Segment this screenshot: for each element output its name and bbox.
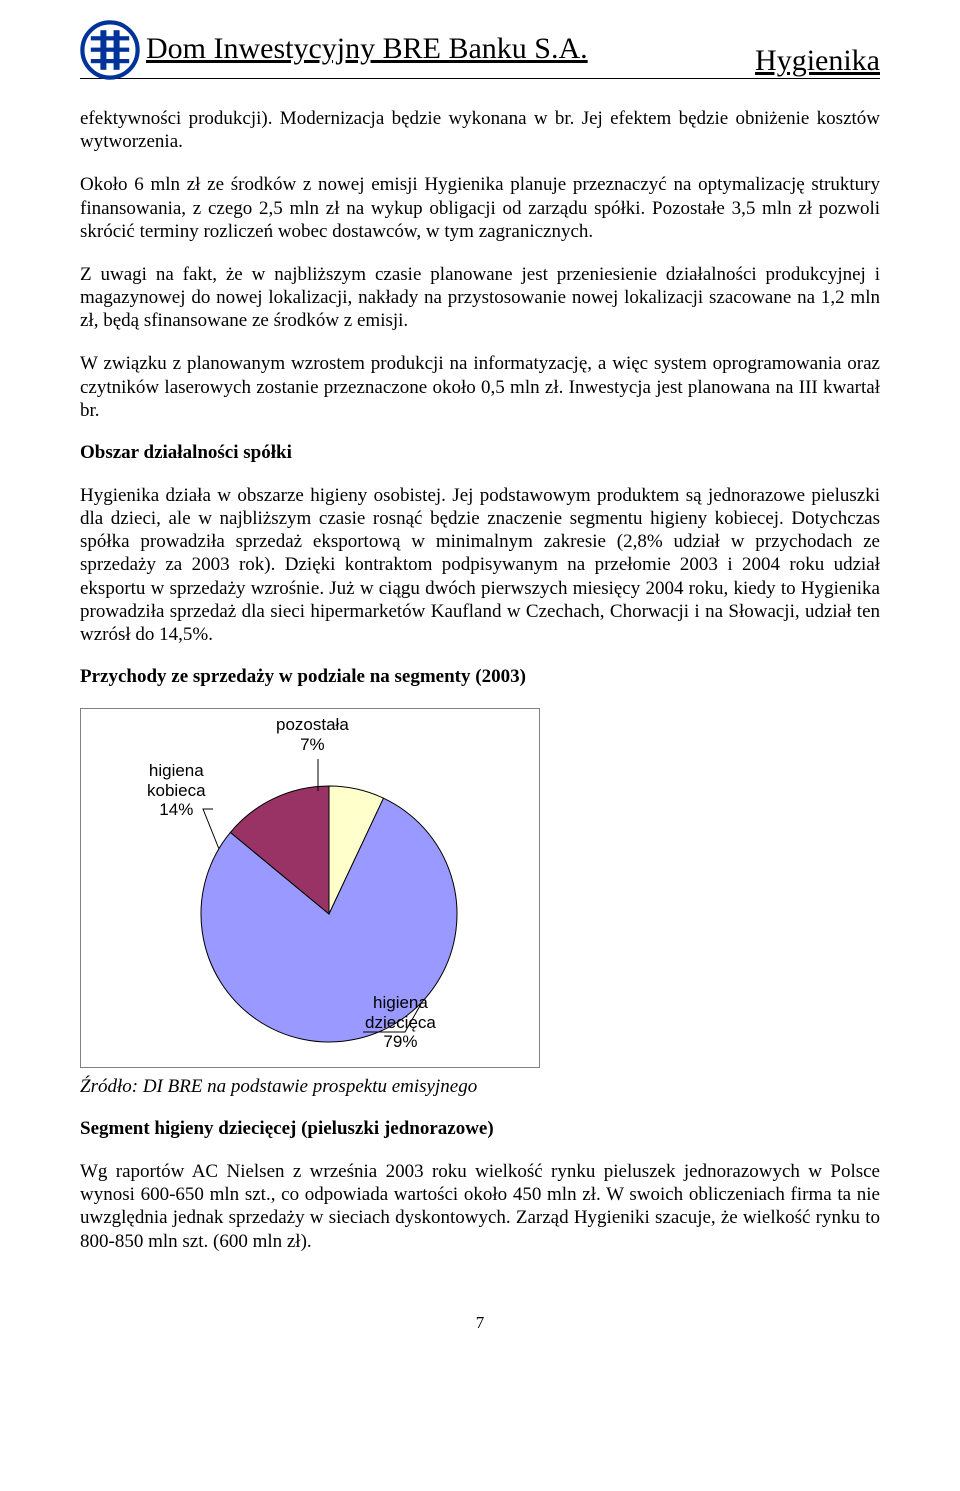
paragraph-6: Wg raportów AC Nielsen z września 2003 r… <box>80 1160 880 1253</box>
page-number: 7 <box>80 1313 880 1333</box>
heading-activity-area: Obszar działalności spółki <box>80 442 880 464</box>
pie-chart-revenue-segments: pozostała7% higienadziecięca79% higienakob… <box>80 708 540 1068</box>
pie-label-kobieca: higienakobieca14% <box>147 761 206 820</box>
paragraph-3: Z uwagi na fakt, że w najbliższym czasie… <box>80 263 880 333</box>
bre-logo-icon <box>80 20 140 80</box>
heading-revenue-segments: Przychody ze sprzedaży w podziale na seg… <box>80 666 880 688</box>
pie-label-pozostala: pozostała7% <box>276 715 349 754</box>
pie-label-dziecieca: higienadziecięca79% <box>365 993 436 1052</box>
paragraph-1: efektywności produkcji). Modernizacja bę… <box>80 107 880 153</box>
header-company-name: Hygienika <box>755 44 880 78</box>
paragraph-2: Około 6 mln zł ze środków z nowej emisji… <box>80 173 880 243</box>
heading-child-hygiene-segment: Segment higieny dziecięcej (pieluszki je… <box>80 1118 880 1140</box>
paragraph-5: Hygienika działa w obszarze higieny osob… <box>80 484 880 646</box>
header-org-name: Dom Inwestycyjny BRE Banku S.A. <box>146 32 588 66</box>
header-left: Dom Inwestycyjny BRE Banku S.A. <box>80 20 588 76</box>
chart-source-caption: Źródło: DI BRE na podstawie prospektu em… <box>80 1076 880 1098</box>
paragraph-4: W związku z planowanym wzrostem produkcj… <box>80 352 880 422</box>
page-header: Dom Inwestycyjny BRE Banku S.A. Hygienik… <box>80 20 880 79</box>
